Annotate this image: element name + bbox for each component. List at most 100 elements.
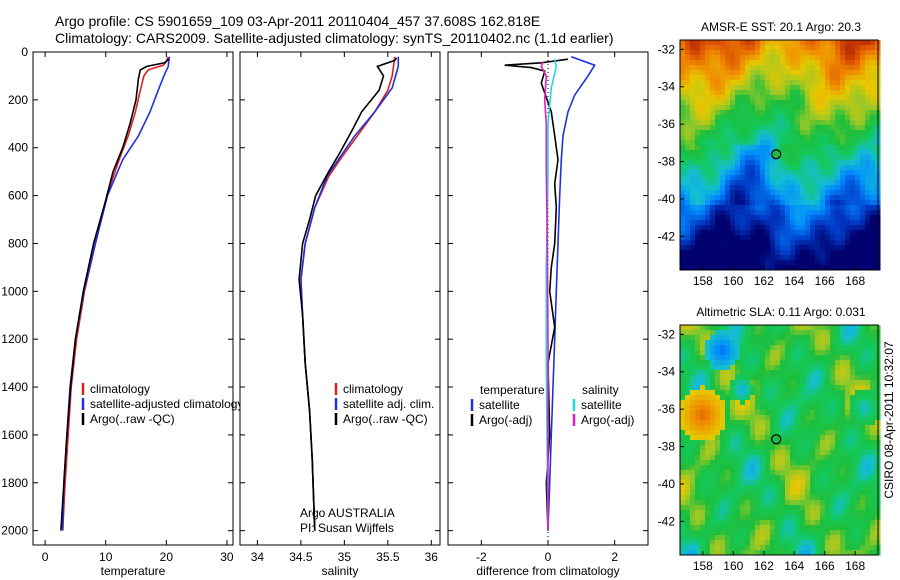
map-cell bbox=[845, 70, 851, 76]
map-cell bbox=[715, 100, 721, 106]
map-cell bbox=[710, 420, 716, 426]
x-tick-label: 10 bbox=[99, 550, 113, 564]
map-cell bbox=[695, 90, 701, 96]
map-cell bbox=[760, 535, 766, 541]
map-cell bbox=[860, 40, 866, 46]
map-cell bbox=[750, 65, 756, 71]
map-cell bbox=[695, 375, 701, 381]
map-cell bbox=[775, 260, 781, 266]
map-cell bbox=[775, 85, 781, 91]
map-cell bbox=[685, 470, 691, 476]
series-line-2 bbox=[60, 58, 170, 531]
map-cell bbox=[865, 370, 871, 376]
map-cell bbox=[815, 175, 821, 181]
map-cell bbox=[810, 350, 816, 356]
map-cell bbox=[870, 440, 876, 446]
map-cell bbox=[870, 380, 876, 386]
map-cell bbox=[845, 170, 851, 176]
map-cell bbox=[855, 400, 861, 406]
map-cell bbox=[710, 165, 716, 171]
map-cell bbox=[750, 460, 756, 466]
map-cell bbox=[720, 55, 726, 61]
map-cell bbox=[755, 415, 761, 421]
map-cell bbox=[730, 400, 736, 406]
map-cell bbox=[755, 70, 761, 76]
map-cell bbox=[760, 395, 766, 401]
map-cell bbox=[855, 485, 861, 491]
map-cell bbox=[760, 480, 766, 486]
map-field bbox=[680, 40, 881, 271]
map-cell bbox=[685, 90, 691, 96]
map-cell bbox=[850, 345, 856, 351]
map-cell bbox=[835, 230, 841, 236]
map-cell bbox=[765, 340, 771, 346]
map-cell bbox=[710, 70, 716, 76]
map-cell bbox=[685, 205, 691, 211]
map-cell bbox=[745, 235, 751, 241]
map-cell bbox=[710, 455, 716, 461]
map-cell bbox=[800, 240, 806, 246]
map-cell bbox=[850, 405, 856, 411]
map-cell bbox=[825, 360, 831, 366]
map-cell bbox=[865, 460, 871, 466]
map-cell bbox=[785, 210, 791, 216]
map-cell bbox=[830, 185, 836, 191]
map-cell bbox=[850, 395, 856, 401]
map-cell bbox=[695, 535, 701, 541]
map-cell bbox=[815, 190, 821, 196]
map-cell bbox=[840, 500, 846, 506]
map-cell bbox=[780, 510, 786, 516]
map-cell bbox=[850, 330, 856, 336]
map-cell bbox=[695, 260, 701, 266]
map-cell bbox=[865, 245, 871, 251]
map-cell bbox=[700, 175, 706, 181]
map-cell bbox=[755, 155, 761, 161]
map-cell bbox=[765, 235, 771, 241]
map-cell bbox=[830, 65, 836, 71]
map-cell bbox=[790, 545, 796, 551]
map-cell bbox=[790, 120, 796, 126]
map-cell bbox=[735, 170, 741, 176]
map-cell bbox=[800, 510, 806, 516]
map-cell bbox=[755, 335, 761, 341]
map-cell bbox=[760, 490, 766, 496]
map-cell bbox=[825, 425, 831, 431]
map-cell bbox=[700, 105, 706, 111]
map-cell bbox=[860, 495, 866, 501]
map-cell bbox=[835, 205, 841, 211]
map-cell bbox=[740, 205, 746, 211]
map-cell bbox=[785, 85, 791, 91]
map-cell bbox=[770, 445, 776, 451]
map-cell bbox=[845, 370, 851, 376]
map-cell bbox=[805, 115, 811, 121]
map-cell bbox=[705, 400, 711, 406]
map-cell bbox=[725, 155, 731, 161]
map-cell bbox=[800, 220, 806, 226]
map-cell bbox=[820, 515, 826, 521]
map-cell bbox=[855, 425, 861, 431]
map-cell bbox=[730, 475, 736, 481]
map-cell bbox=[805, 215, 811, 221]
map-cell bbox=[860, 115, 866, 121]
map-cell bbox=[755, 150, 761, 156]
map-cell bbox=[865, 225, 871, 231]
map-cell bbox=[725, 380, 731, 386]
map-cell bbox=[795, 155, 801, 161]
map-cell bbox=[820, 135, 826, 141]
map-cell bbox=[785, 135, 791, 141]
map-cell bbox=[780, 420, 786, 426]
map-cell bbox=[820, 160, 826, 166]
map-field bbox=[680, 325, 881, 556]
map-cell bbox=[865, 50, 871, 56]
map-cell bbox=[775, 50, 781, 56]
map-cell bbox=[695, 230, 701, 236]
map-cell bbox=[720, 365, 726, 371]
map-cell bbox=[730, 155, 736, 161]
map-cell bbox=[835, 485, 841, 491]
legend-label: satellite adj. clim. bbox=[343, 397, 434, 411]
map-cell bbox=[815, 495, 821, 501]
map-cell bbox=[775, 415, 781, 421]
map-cell bbox=[870, 400, 876, 406]
map-cell bbox=[770, 385, 776, 391]
map-cell bbox=[825, 535, 831, 541]
